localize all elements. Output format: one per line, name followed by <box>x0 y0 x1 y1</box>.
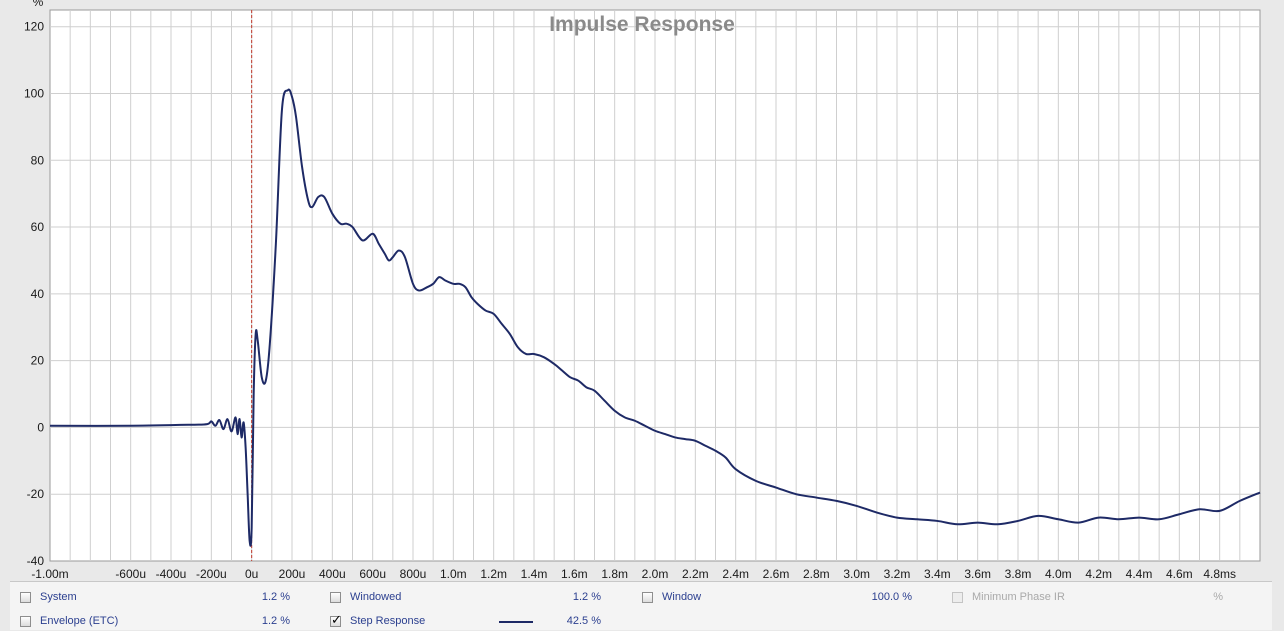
minimum-phase-ir-checkbox[interactable] <box>952 591 963 603</box>
y-tick-label: 20 <box>31 354 45 368</box>
x-tick-label: 2.0m <box>642 567 669 581</box>
x-tick-label: 3.6m <box>964 567 991 581</box>
x-tick-label: 4.4m <box>1126 567 1153 581</box>
legend-label: Minimum Phase IR <box>972 591 1065 603</box>
x-tick-label: 1.2m <box>480 567 507 581</box>
y-tick-label: -20 <box>27 487 45 501</box>
legend-item-minimum-phase-ir[interactable]: Minimum Phase IR <box>952 587 1065 607</box>
legend-item-system[interactable]: System <box>20 587 77 607</box>
windowed-checkbox[interactable] <box>330 591 341 603</box>
x-tick-label: 2.6m <box>763 567 790 581</box>
series-layer <box>49 88 1261 547</box>
x-tick-label: 4.0m <box>1045 567 1072 581</box>
y-tick-label: 0 <box>37 420 44 434</box>
x-tick-label: -200u <box>196 567 227 581</box>
x-tick-label: 3.0m <box>843 567 870 581</box>
envelope-etc-value: 1.2 % <box>261 615 290 627</box>
legend-label: Window <box>662 591 702 603</box>
window-checkbox[interactable] <box>642 591 653 603</box>
x-tick-label: 1.8m <box>601 567 628 581</box>
x-tick-label: 4.8ms <box>1203 567 1236 581</box>
x-tick-label: 2.4m <box>722 567 749 581</box>
x-tick-label: 0u <box>245 567 258 581</box>
x-tick-label: -400u <box>156 567 187 581</box>
system-checkbox[interactable] <box>20 591 31 603</box>
x-tick-label: 800u <box>400 567 427 581</box>
axes: 120 100 80 60 40 20 0 -20 -40-1.00m -600u -400u -20… <box>24 20 1236 581</box>
grid-lines <box>50 10 1260 561</box>
impulse-response-chart[interactable]: 120 100 80 60 40 20 0 -20 -40-1.00m -600u -400u -20… <box>0 0 1284 581</box>
x-tick-label: 2.2m <box>682 567 709 581</box>
y-tick-label: 80 <box>31 153 45 167</box>
step-response-checkbox[interactable] <box>330 613 342 628</box>
y-tick-label: 40 <box>31 287 45 301</box>
x-tick-label: -1.00m <box>31 567 68 581</box>
minimum-phase-ir-value: % <box>1213 591 1223 603</box>
legend-item-envelope-etc[interactable]: Envelope (ETC) <box>20 611 118 631</box>
legend-panel: System 1.2 % Windowed 1.2 % Window 100.0… <box>10 581 1272 630</box>
x-tick-label: 4.6m <box>1166 567 1193 581</box>
x-tick-label: 3.4m <box>924 567 951 581</box>
x-tick-label: 3.8m <box>1005 567 1032 581</box>
x-tick-label: 1.0m <box>440 567 467 581</box>
step-response-series-line <box>49 88 1261 547</box>
legend-item-window[interactable]: Window <box>642 587 701 607</box>
y-tick-label: -40 <box>27 554 45 568</box>
legend-label: Windowed <box>350 591 402 603</box>
windowed-value: 1.2 % <box>572 591 601 603</box>
step-response-line-swatch <box>499 621 533 623</box>
x-tick-label: 4.2m <box>1085 567 1112 581</box>
y-tick-label: 100 <box>24 86 44 100</box>
system-value: 1.2 % <box>261 591 290 603</box>
y-unit-label: % <box>33 0 44 9</box>
y-tick-label: 60 <box>31 220 45 234</box>
x-tick-label: 1.6m <box>561 567 588 581</box>
envelope-etc-checkbox[interactable] <box>20 615 31 627</box>
legend-item-windowed[interactable]: Windowed <box>330 587 401 607</box>
window-value: 100.0 % <box>871 591 912 603</box>
legend-label: System <box>40 591 77 603</box>
x-tick-label: 1.4m <box>521 567 548 581</box>
x-tick-label: -600u <box>115 567 146 581</box>
legend-label: Step Response <box>350 615 426 627</box>
y-tick-label: 120 <box>24 20 44 34</box>
x-tick-label: 3.2m <box>884 567 911 581</box>
legend-label: Envelope (ETC) <box>40 615 119 627</box>
x-tick-label: 600u <box>359 567 386 581</box>
step-response-value: 42.5 % <box>566 615 601 627</box>
x-tick-label: 200u <box>279 567 306 581</box>
legend-item-step-response[interactable]: Step Response <box>330 611 425 631</box>
x-tick-label: 400u <box>319 567 346 581</box>
x-tick-label: 2.8m <box>803 567 830 581</box>
chart-title: Impulse Response <box>549 13 735 36</box>
